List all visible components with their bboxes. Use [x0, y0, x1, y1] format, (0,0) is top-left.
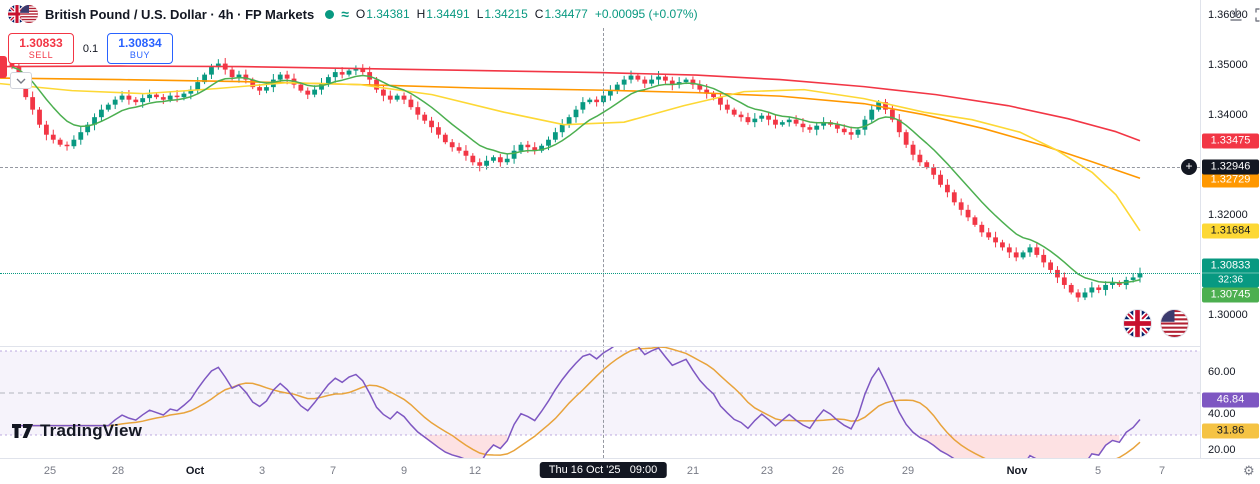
ma-green-value-badge: 1.30745	[1202, 287, 1259, 303]
usd-flag-icon	[20, 5, 38, 23]
chart-legend: British Pound / U.S. Dollar · 4h · FP Ma…	[8, 0, 698, 28]
axis-settings-gear-icon[interactable]: ⚙	[1243, 463, 1255, 478]
quantity-field[interactable]: 0.1	[82, 42, 99, 55]
symbol-title[interactable]: British Pound / U.S. Dollar · 4h · FP Ma…	[45, 6, 315, 22]
buy-sell-panel: 1.30833 SELL 0.1 1.30834 BUY	[8, 33, 173, 64]
market-status-icon[interactable]	[325, 9, 335, 19]
time-tick-label: Oct	[185, 465, 205, 477]
buy-button[interactable]: 1.30834 BUY	[107, 33, 173, 64]
chevron-down-icon	[16, 78, 26, 84]
last-price-line	[0, 273, 1200, 275]
download-icon[interactable]	[1228, 7, 1244, 23]
candles	[9, 57, 1143, 302]
time-tick-label: 28	[111, 465, 125, 477]
time-tick-label: 9	[400, 465, 408, 477]
price-tick-label: 1.32000	[1208, 208, 1248, 221]
usd-flag-icon	[1161, 310, 1188, 337]
fullscreen-icon[interactable]	[1254, 7, 1260, 23]
time-tick-label: 7	[329, 465, 337, 477]
rsi-tick-label: 60.00	[1208, 366, 1236, 378]
price-chart-pane[interactable]	[0, 0, 1200, 347]
ohlc-readout: O1.34381 H1.34491 L1.34215 C1.34477	[355, 7, 588, 21]
rsi-ma-value-badge: 31.86	[1202, 423, 1259, 439]
crosshair-horizontal-line	[0, 167, 1200, 169]
ma-orange-value-badge: 1.32729	[1202, 172, 1259, 188]
ma-yellow-line	[0, 81, 1141, 232]
time-tick-label: 25	[43, 465, 57, 477]
time-tick-label: 5	[1094, 465, 1102, 477]
approximate-price-icon[interactable]: ≈	[341, 6, 349, 22]
price-axis[interactable]: 1.360001.350001.340001.330001.320001.310…	[1200, 0, 1260, 458]
rsi-ma-line	[12, 347, 1141, 458]
chart-header-toolbar	[1228, 7, 1260, 23]
order-panel-expand-button[interactable]	[10, 72, 32, 89]
symbol-flags	[1124, 310, 1188, 337]
sell-button[interactable]: 1.30833 SELL	[8, 33, 74, 64]
time-tick-label: 7	[1158, 465, 1166, 477]
crosshair-price-badge: 1.32946	[1202, 159, 1259, 175]
time-tick-label: 3	[258, 465, 266, 477]
pane-separator-handle[interactable]	[0, 346, 1260, 347]
ma-orange-line	[0, 77, 1141, 180]
symbol-logo	[8, 5, 38, 23]
crosshair-vertical-line	[603, 28, 604, 458]
last-price-badge: 1.30833 32:36	[1202, 258, 1259, 288]
tradingview-mark-icon	[12, 424, 33, 438]
left-edge-tag	[0, 56, 7, 78]
time-tick-label: 29	[901, 465, 915, 477]
ma-red-line	[0, 65, 1141, 142]
time-tick-label: 12	[468, 465, 482, 477]
rsi-line	[12, 347, 1141, 458]
add-alert-button[interactable]: +	[1181, 159, 1197, 176]
tradingview-logo[interactable]: TradingView	[12, 421, 142, 441]
time-tick-label: 21	[686, 465, 700, 477]
price-tick-label: 1.35000	[1208, 58, 1248, 71]
rsi-tick-label: 40.00	[1208, 408, 1236, 420]
price-tick-label: 1.36000	[1208, 8, 1248, 21]
ma-green-line	[11, 66, 1141, 284]
gbp-flag-icon	[1124, 310, 1151, 337]
crosshair-time-badge: Thu 16 Oct '25 09:00	[539, 462, 667, 478]
rsi-indicator-pane[interactable]	[0, 347, 1200, 458]
rsi-tick-label: 20.00	[1208, 444, 1236, 456]
price-change: +0.00095 (+0.07%)	[594, 7, 698, 21]
price-tick-label: 1.34000	[1208, 108, 1248, 121]
time-tick-label: 26	[831, 465, 845, 477]
tradingview-logo-text: TradingView	[40, 421, 143, 440]
ma-red-value-badge: 1.33475	[1202, 133, 1259, 149]
ma-yellow-value-badge: 1.31684	[1202, 223, 1259, 239]
rsi-value-badge: 46.84	[1202, 392, 1259, 408]
price-tick-label: 1.30000	[1208, 309, 1248, 321]
time-tick-label: 23	[760, 465, 774, 477]
time-tick-label: Nov	[1006, 465, 1028, 477]
time-axis[interactable]: Thu 16 Oct '25 09:00 25 28 Oct 3 7 9 12 21 23 26 2…	[0, 458, 1260, 484]
